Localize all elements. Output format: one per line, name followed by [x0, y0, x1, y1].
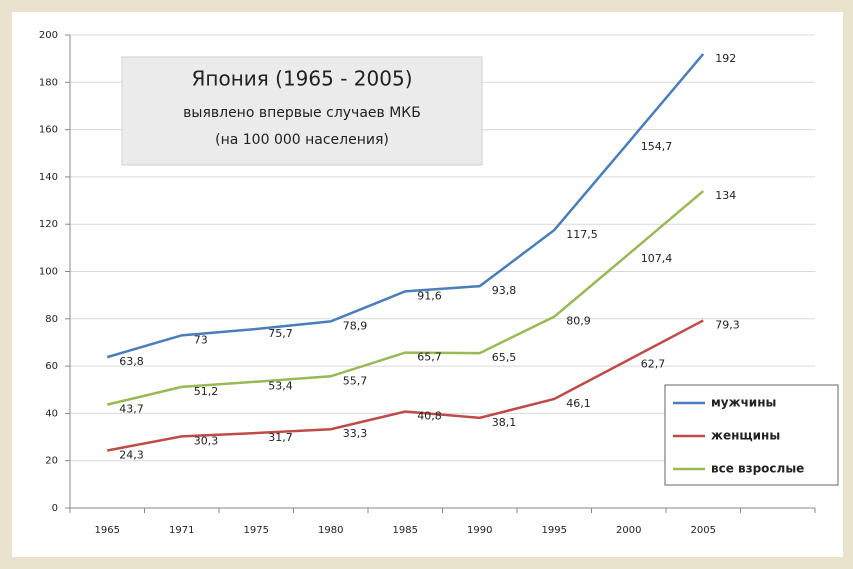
data-label: 63,8 [119, 355, 144, 368]
data-label: 154,7 [641, 140, 673, 153]
data-label: 73 [194, 333, 208, 346]
data-label: 192 [715, 52, 736, 65]
y-tick-label: 40 [45, 408, 58, 419]
x-tick-label: 1971 [169, 525, 194, 536]
y-tick-label: 120 [39, 219, 58, 230]
data-label: 75,7 [268, 327, 293, 340]
x-tick-label: 2005 [691, 525, 716, 536]
data-label: 93,8 [492, 284, 517, 297]
data-label: 24,3 [119, 449, 144, 462]
title-box [121, 56, 483, 166]
x-tick-label: 1975 [244, 525, 269, 536]
data-label: 30,3 [194, 434, 219, 447]
data-label: 65,7 [417, 351, 442, 364]
y-tick-label: 0 [52, 503, 58, 514]
data-label: 53,4 [268, 380, 293, 393]
data-label: 117,5 [566, 228, 598, 241]
y-tick-label: 80 [45, 314, 58, 325]
data-label: 80,9 [566, 315, 591, 328]
chart-subtitle: выявлено впервые случаев МКБ [183, 105, 421, 121]
y-tick-label: 100 [39, 267, 58, 278]
x-tick-label: 1965 [95, 525, 120, 536]
data-label: 40,8 [417, 410, 442, 423]
y-tick-label: 20 [45, 456, 58, 467]
x-tick-label: 2000 [616, 525, 641, 536]
y-tick-label: 200 [39, 30, 58, 41]
data-label: 31,7 [268, 431, 293, 444]
y-tick-label: 160 [39, 125, 58, 136]
data-label: 46,1 [566, 397, 591, 410]
data-label: 134 [715, 189, 736, 202]
data-label: 33,3 [343, 427, 368, 440]
series-line [107, 319, 704, 452]
series-line [106, 190, 705, 406]
chart-title: Япония (1965 - 2005) [191, 67, 412, 91]
chart-subtitle: (на 100 000 населения) [215, 132, 389, 148]
data-label: 43,7 [119, 403, 144, 416]
y-tick-label: 140 [39, 172, 58, 183]
legend-label: женщины [711, 429, 780, 443]
x-tick-label: 1980 [318, 525, 343, 536]
data-label: 107,4 [641, 252, 673, 265]
data-label: 62,7 [641, 358, 666, 371]
data-label: 38,1 [492, 416, 517, 429]
data-label: 91,6 [417, 289, 442, 302]
y-tick-label: 60 [45, 361, 58, 372]
x-tick-label: 1995 [542, 525, 567, 536]
x-tick-label: 1985 [393, 525, 418, 536]
data-label: 55,7 [343, 374, 368, 387]
series-line [106, 53, 705, 359]
data-label: 51,2 [194, 385, 219, 398]
y-tick-label: 180 [39, 77, 58, 88]
legend-label: все взрослые [711, 462, 804, 476]
data-label: 78,9 [343, 319, 368, 332]
legend-label: мужчины [711, 396, 776, 410]
data-label: 65,5 [492, 351, 517, 364]
data-label: 79,3 [715, 318, 740, 331]
x-tick-label: 1990 [467, 525, 492, 536]
